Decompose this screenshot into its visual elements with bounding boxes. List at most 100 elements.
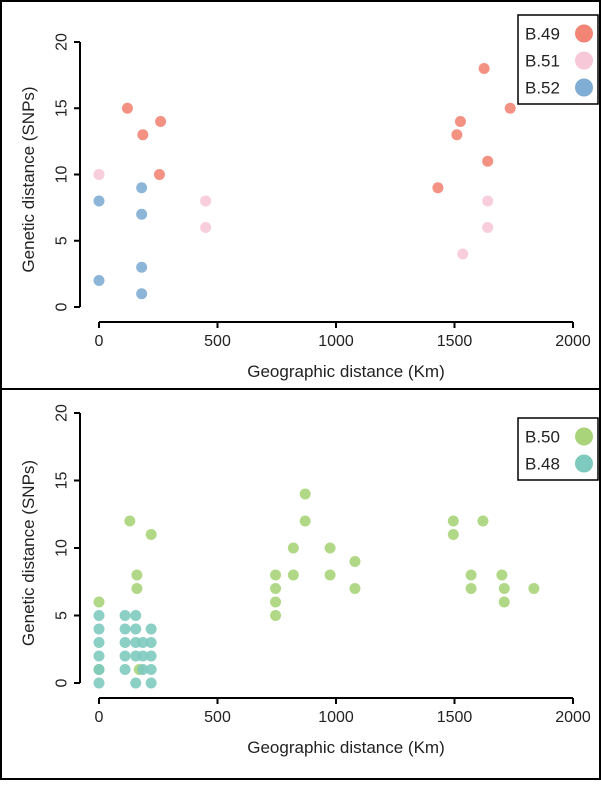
data-point	[93, 596, 105, 608]
legend-label: B.48	[525, 455, 560, 474]
x-axis-label: Geographic distance (Km)	[247, 362, 444, 381]
x-tick-label: 500	[204, 333, 231, 350]
data-point	[270, 569, 282, 581]
data-point	[93, 169, 105, 180]
data-point	[324, 542, 336, 554]
data-point	[447, 529, 459, 540]
x-tick-label: 1500	[437, 709, 473, 726]
x-tick-label: 0	[95, 333, 104, 350]
data-point	[482, 222, 494, 233]
data-point	[324, 569, 336, 581]
series-B-48	[93, 610, 157, 689]
data-point	[137, 664, 149, 675]
data-point	[130, 610, 142, 621]
data-point	[93, 623, 105, 635]
data-point	[451, 129, 463, 141]
data-point	[93, 195, 105, 207]
data-point	[454, 116, 466, 127]
series-B-50	[93, 488, 540, 675]
x-tick-label: 1000	[318, 709, 354, 726]
data-point	[136, 288, 148, 300]
series-B-49	[121, 63, 516, 194]
data-point	[137, 129, 149, 141]
data-point	[498, 596, 510, 608]
data-point	[145, 529, 157, 540]
data-point	[145, 650, 157, 662]
legend-marker	[575, 78, 593, 97]
x-tick-label: 0	[95, 709, 104, 726]
y-tick-label: 20	[54, 404, 71, 422]
data-point	[200, 195, 212, 207]
data-point	[119, 610, 131, 621]
y-tick-label: 15	[54, 472, 71, 490]
data-point	[153, 169, 165, 180]
x-tick-label: 500	[204, 709, 231, 726]
data-point	[270, 610, 282, 621]
legend-label: B.51	[525, 52, 560, 71]
legend-label: B.52	[525, 79, 560, 98]
data-point	[119, 623, 131, 635]
y-tick-label: 0	[54, 678, 71, 687]
data-point	[299, 488, 311, 500]
data-point	[145, 623, 157, 635]
data-point	[498, 583, 510, 594]
data-point	[93, 275, 105, 286]
data-point	[155, 116, 167, 127]
data-point	[465, 583, 477, 594]
y-tick-label: 20	[54, 33, 71, 51]
y-axis-label: Genetic distance (SNPs)	[19, 460, 38, 646]
data-point	[145, 637, 157, 648]
data-point	[136, 208, 148, 220]
x-tick-label: 1000	[318, 333, 354, 350]
data-point	[131, 583, 143, 594]
data-point	[465, 569, 477, 581]
y-axis-label: Genetic distance (SNPs)	[19, 86, 38, 272]
data-point	[131, 569, 143, 581]
data-point	[504, 102, 516, 114]
y-tick-label: 10	[54, 539, 71, 557]
data-point	[457, 248, 469, 260]
data-point	[124, 515, 136, 527]
data-point	[287, 542, 299, 554]
legend-label: B.49	[525, 25, 560, 44]
data-point	[349, 583, 361, 594]
data-point	[477, 515, 489, 527]
data-point	[145, 664, 157, 675]
data-point	[119, 650, 131, 662]
chart-panel-2: 0 5 10 15 20 0 500 1000 1500 2000 Geographic dista…	[19, 404, 599, 757]
data-point	[93, 637, 105, 648]
data-point	[482, 155, 494, 167]
data-point	[200, 222, 212, 233]
x-axis-label: Geographic distance (Km)	[247, 738, 444, 757]
y-tick-label: 5	[54, 236, 71, 245]
data-point	[270, 583, 282, 594]
data-point	[93, 664, 105, 675]
legend-marker	[575, 24, 593, 43]
data-point	[130, 623, 142, 635]
data-point	[93, 677, 105, 689]
legend-label: B.50	[525, 428, 560, 447]
legend-marker	[575, 454, 593, 473]
legend-marker	[575, 427, 593, 446]
legend-marker	[575, 51, 593, 70]
data-point	[119, 664, 131, 675]
legend: B.50 B.48	[517, 417, 599, 481]
x-tick-label: 2000	[555, 709, 591, 726]
chart-panel-1: 0 5 10 15 20 0 500 1000 1500 2000 Geographic dista…	[19, 14, 599, 381]
data-point	[119, 637, 131, 648]
x-tick-label: 2000	[555, 333, 591, 350]
series-B-51	[93, 169, 494, 260]
data-point	[270, 596, 282, 608]
data-point	[496, 569, 508, 581]
data-point	[130, 677, 142, 689]
y-tick-label: 5	[54, 611, 71, 620]
y-tick-label: 10	[54, 166, 71, 184]
data-point	[121, 102, 133, 114]
data-point	[137, 637, 149, 648]
data-point	[136, 182, 148, 194]
legend: B.49 B.51 B.52	[517, 14, 599, 105]
data-point	[93, 650, 105, 662]
data-point	[478, 63, 490, 74]
